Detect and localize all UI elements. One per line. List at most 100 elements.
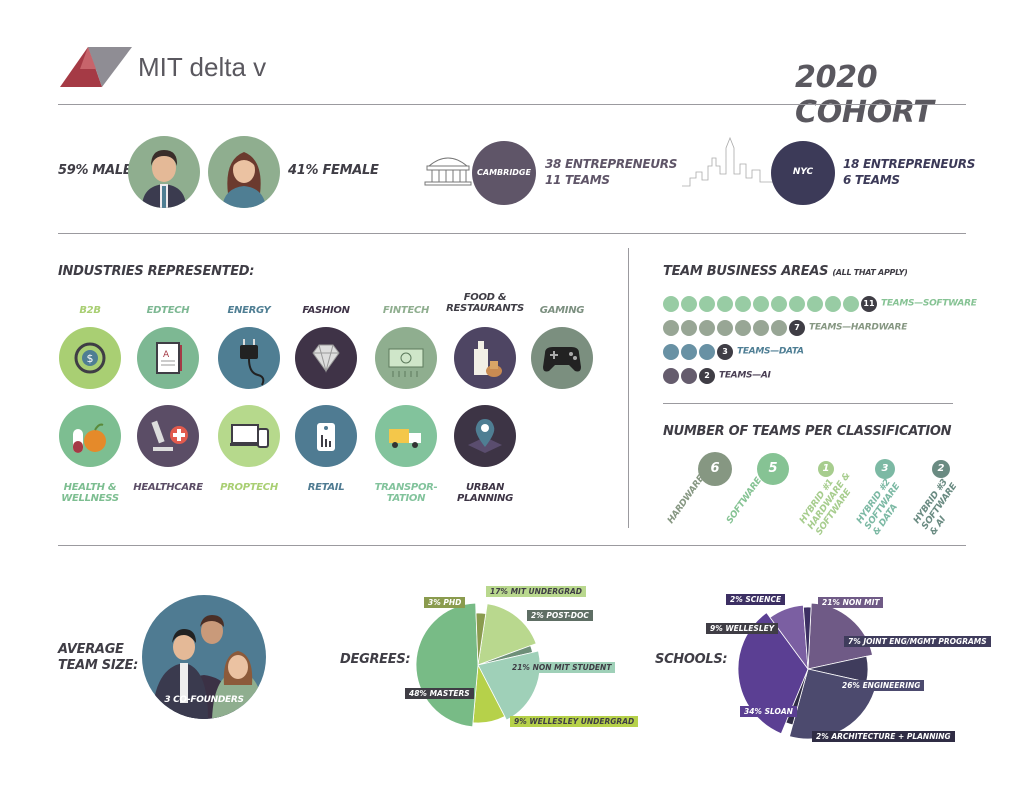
banknote-icon bbox=[388, 348, 424, 377]
team-dot bbox=[825, 295, 841, 312]
business-area-row: 11 TEAMS—SOFTWARE bbox=[663, 293, 977, 312]
schools-slice-label: 9% WELLESLEY bbox=[706, 623, 779, 634]
man-icon bbox=[142, 150, 186, 208]
classification-count: 3 bbox=[875, 459, 895, 479]
team-dot bbox=[753, 319, 769, 336]
team-dot bbox=[699, 343, 715, 360]
industry-b-b: $ bbox=[59, 327, 121, 389]
business-area-count: 7 bbox=[789, 319, 805, 336]
business-area-row: 3 TEAMS—DATA bbox=[663, 341, 804, 360]
page-title: 2020 COHORT bbox=[795, 60, 934, 130]
degrees-title: DEGREES: bbox=[340, 652, 411, 667]
industry-label: HEALTHCARE bbox=[133, 482, 203, 493]
schools-slice-label: 34% SLOAN bbox=[740, 706, 797, 717]
team-icon bbox=[152, 615, 264, 719]
industry-label: B2B bbox=[79, 305, 101, 316]
team-dot bbox=[717, 295, 733, 312]
team-dot bbox=[699, 295, 715, 312]
delta-logo-icon bbox=[60, 47, 132, 87]
team-dot bbox=[789, 295, 805, 312]
team-dot bbox=[699, 319, 715, 336]
team-dot bbox=[681, 343, 697, 360]
team-dot bbox=[681, 295, 697, 312]
logo bbox=[58, 45, 138, 89]
industry-edtech: A bbox=[137, 327, 199, 389]
map-pin-icon bbox=[468, 419, 502, 453]
building-icon bbox=[423, 152, 473, 190]
team-size-label-1: AVERAGE bbox=[58, 642, 124, 657]
schools-slice-label: 7% JOINT ENG/MGMT PROGRAMS bbox=[844, 636, 991, 647]
schools-slice-label: 26% ENGINEERING bbox=[838, 680, 925, 691]
skyline-icon bbox=[682, 128, 774, 192]
industry-label: TRANSPOR-TATION bbox=[374, 482, 438, 504]
team-dot bbox=[663, 343, 679, 360]
industry-gaming bbox=[531, 327, 593, 389]
team-dot bbox=[807, 295, 823, 312]
business-area-count: 11 bbox=[861, 295, 877, 312]
svg-text:$: $ bbox=[87, 352, 94, 365]
brand-name: MIT delta v bbox=[138, 52, 267, 82]
degrees-slice-label: 3% PHD bbox=[424, 597, 466, 608]
pie-slice bbox=[802, 606, 812, 670]
classification-label: SOFTWARE bbox=[725, 476, 764, 526]
industry-transpor-tation bbox=[375, 405, 437, 467]
classification-title: NUMBER OF TEAMS PER CLASSIFICATION bbox=[663, 424, 952, 439]
pie-slice bbox=[415, 602, 479, 728]
industry-label: GAMING bbox=[539, 305, 585, 316]
divider bbox=[663, 403, 953, 404]
classification-count: 6 bbox=[698, 452, 732, 486]
industry-label: RETAIL bbox=[307, 482, 345, 493]
female-stat: 41% FEMALE bbox=[288, 163, 379, 178]
team-dot bbox=[663, 367, 679, 384]
divider bbox=[58, 545, 966, 546]
business-area-label: TEAMS—AI bbox=[719, 370, 771, 381]
classification-count: 1 bbox=[818, 461, 834, 477]
industry-label: FOOD & RESTAURANTS bbox=[446, 292, 524, 314]
industries-title: INDUSTRIES REPRESENTED: bbox=[58, 264, 255, 279]
industry-food-restaurants bbox=[454, 327, 516, 389]
industry-energy bbox=[218, 327, 280, 389]
team-size-circle: 3 CO-FOUNDERS bbox=[142, 595, 266, 719]
nyc-badge: NYC bbox=[771, 141, 835, 205]
cambridge-teams: 11 TEAMS bbox=[545, 173, 610, 187]
schools-title: SCHOOLS: bbox=[655, 652, 728, 667]
team-dot bbox=[717, 319, 733, 336]
team-size-label-2: TEAM SIZE: bbox=[58, 658, 138, 673]
team-dot bbox=[681, 319, 697, 336]
cambridge-label: CAMBRIDGE bbox=[477, 168, 531, 177]
classification-count: 5 bbox=[757, 453, 789, 485]
woman-icon bbox=[222, 152, 266, 208]
classification-label: HYBRID #3 SOFTWARE & AI bbox=[912, 477, 960, 538]
plug-icon bbox=[240, 339, 265, 386]
pie-slice bbox=[807, 602, 873, 670]
industry-label: URBAN PLANNING bbox=[456, 482, 514, 504]
female-avatar bbox=[208, 136, 280, 208]
business-areas-title: TEAM BUSINESS AREAS (ALL THAT APPLY) bbox=[663, 264, 908, 279]
nyc-entrepreneurs: 18 ENTREPRENEURS bbox=[843, 157, 976, 171]
team-dot bbox=[753, 295, 769, 312]
degrees-slice-label: 17% MIT UNDERGRAD bbox=[486, 586, 586, 597]
truck-icon bbox=[389, 429, 421, 448]
business-areas-subtitle: (ALL THAT APPLY) bbox=[832, 268, 908, 277]
male-stat: 59% MALE bbox=[58, 163, 132, 178]
degrees-slice-label: 9% WELLESLEY UNDERGRAD bbox=[510, 716, 639, 727]
business-area-row: 2 TEAMS—AI bbox=[663, 365, 771, 384]
svg-text:A: A bbox=[163, 350, 170, 360]
classification-count: 2 bbox=[932, 460, 950, 478]
team-dot bbox=[735, 295, 751, 312]
industry-proptech bbox=[218, 405, 280, 467]
devices-icon bbox=[230, 424, 269, 448]
industry-label: EDTECH bbox=[146, 305, 190, 316]
team-size-value: 3 CO-FOUNDERS bbox=[164, 695, 244, 705]
industry-label: PROPTECH bbox=[220, 482, 278, 493]
classification-label: HYBRID #2 SOFTWARE & DATA bbox=[855, 477, 903, 538]
industry-label: ENERGY bbox=[227, 305, 271, 316]
gamepad-icon bbox=[543, 347, 581, 372]
degrees-slice-label: 48% MASTERS bbox=[405, 688, 474, 699]
team-dot bbox=[663, 319, 679, 336]
divider bbox=[58, 104, 966, 105]
business-area-count: 3 bbox=[717, 343, 733, 360]
team-dot bbox=[771, 295, 787, 312]
diamond-icon bbox=[312, 344, 340, 373]
team-dot bbox=[735, 319, 751, 336]
